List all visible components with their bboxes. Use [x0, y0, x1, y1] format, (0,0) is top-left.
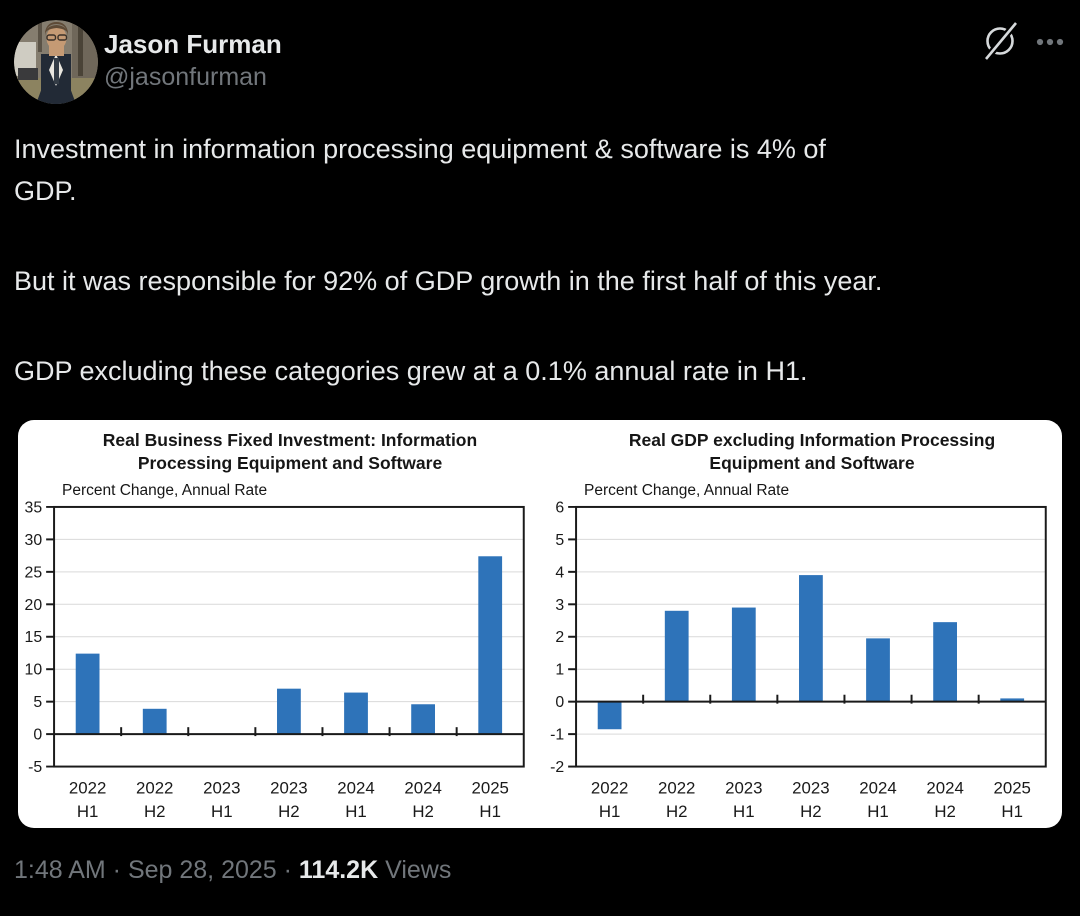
svg-text:0: 0: [33, 727, 42, 744]
more-button[interactable]: [1028, 30, 1072, 54]
tweet-line: Investment in information processing equ…: [14, 134, 826, 164]
svg-text:2024: 2024: [926, 778, 963, 797]
svg-text:5: 5: [555, 532, 564, 549]
views-label: Views: [378, 856, 452, 884]
svg-text:5: 5: [33, 694, 42, 711]
svg-text:2023: 2023: [270, 778, 307, 797]
svg-text:2024: 2024: [859, 778, 896, 797]
gdp-chart-title-line2: Equipment and Software: [709, 453, 915, 473]
svg-text:20: 20: [25, 597, 43, 614]
tweet-text: Investment in information processing equ…: [14, 128, 1074, 392]
meta-separator: ·: [276, 856, 299, 884]
investment-chart: Real Business Fixed Investment: Informat…: [18, 420, 540, 828]
tweet-line: But it was responsible for 92% of GDP gr…: [14, 266, 883, 296]
views-count: 114.2K: [298, 856, 379, 884]
svg-text:2024: 2024: [404, 778, 441, 797]
svg-text:2022: 2022: [591, 778, 628, 797]
svg-text:H1: H1: [479, 802, 501, 821]
svg-text:H1: H1: [733, 802, 755, 821]
svg-text:H1: H1: [1001, 802, 1023, 821]
investment-chart-title: Real Business Fixed Investment: Informat…: [44, 429, 536, 475]
tweet-media-chart-image[interactable]: Real Business Fixed Investment: Informat…: [18, 420, 1062, 828]
author-name[interactable]: Jason Furman: [104, 29, 282, 59]
svg-text:H2: H2: [800, 802, 822, 821]
svg-text:-1: -1: [550, 727, 564, 744]
investment-chart-title-line2: Processing Equipment and Software: [137, 453, 443, 473]
timestamp: 1:48 AM · Sep 28, 2025: [14, 856, 277, 884]
svg-text:25: 25: [25, 564, 43, 581]
gdp-chart-axis-note: Percent Change, Annual Rate: [584, 482, 790, 499]
svg-text:2022: 2022: [136, 778, 173, 797]
svg-text:H2: H2: [666, 802, 688, 821]
svg-text:H1: H1: [211, 802, 233, 821]
more-ellipsis-icon: [1036, 38, 1064, 46]
svg-text:1: 1: [555, 662, 564, 679]
gdp-chart-plot: -2 -1 0 1 2 3 4 5 6 2022 H1 2022 H2 2023 H1 2023 H2 2024 H…: [550, 501, 1047, 821]
svg-text:10: 10: [25, 662, 43, 679]
investment-chart-plot: -5051015202530352022H12022H22023H12023H2…: [25, 501, 525, 821]
svg-text:4: 4: [555, 564, 564, 581]
svg-text:2023: 2023: [725, 778, 762, 797]
grok-icon: [983, 20, 1019, 62]
svg-text:-5: -5: [28, 759, 42, 776]
gdp-chart-title-line1: Real GDP excluding Information Processin…: [628, 430, 996, 450]
svg-text:H2: H2: [934, 802, 956, 821]
svg-text:H2: H2: [412, 802, 434, 821]
avatar[interactable]: [14, 20, 98, 104]
svg-text:35: 35: [25, 501, 43, 516]
svg-text:0: 0: [555, 694, 564, 711]
svg-text:H1: H1: [867, 802, 889, 821]
svg-text:2023: 2023: [203, 778, 240, 797]
svg-text:-2: -2: [550, 759, 564, 776]
svg-text:2025: 2025: [993, 778, 1030, 797]
svg-text:H1: H1: [599, 802, 621, 821]
svg-text:3: 3: [555, 597, 564, 614]
svg-text:15: 15: [25, 629, 43, 646]
svg-text:2022: 2022: [658, 778, 695, 797]
svg-text:30: 30: [25, 532, 43, 549]
tweet-line: GDP.: [14, 176, 77, 206]
svg-text:H1: H1: [345, 802, 367, 821]
svg-text:H2: H2: [278, 802, 300, 821]
tweet-meta: 1:48 AM · Sep 28, 2025 · 114.2K Views: [14, 856, 451, 885]
author-handle: @jasonfurman: [104, 63, 267, 91]
gdp-chart-title: Real GDP excluding Information Processin…: [566, 429, 1058, 475]
svg-text:2: 2: [555, 629, 564, 646]
investment-chart-title-line1: Real Business Fixed Investment: Informat…: [102, 430, 478, 450]
svg-text:2023: 2023: [792, 778, 829, 797]
gdp-chart: Real GDP excluding Information Processin…: [540, 420, 1062, 828]
svg-text:2025: 2025: [471, 778, 508, 797]
grok-button[interactable]: [978, 18, 1022, 64]
svg-text:6: 6: [555, 501, 564, 516]
investment-chart-axis-note: Percent Change, Annual Rate: [62, 482, 268, 499]
avatar-photo: [14, 20, 98, 104]
tweet-line: GDP excluding these categories grew at a…: [14, 356, 808, 386]
svg-text:H2: H2: [144, 802, 166, 821]
svg-text:2024: 2024: [337, 778, 374, 797]
svg-text:H1: H1: [77, 802, 99, 821]
svg-text:2022: 2022: [69, 778, 106, 797]
